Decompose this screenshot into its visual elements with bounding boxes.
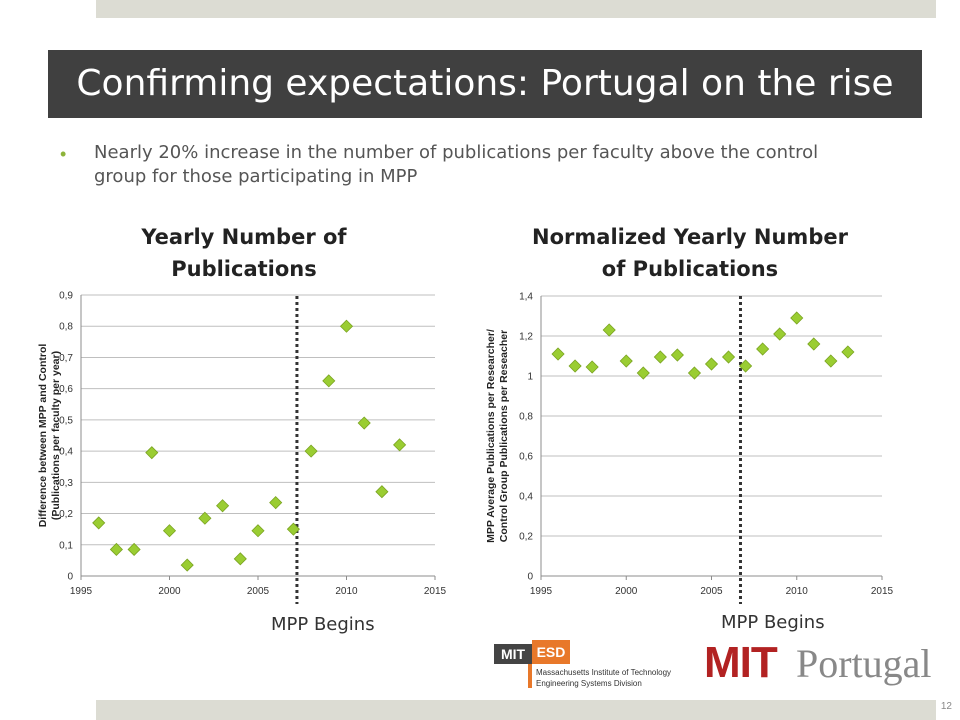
y-tick-label: 1 [527, 372, 533, 383]
y-tick-label: 0,8 [519, 412, 533, 423]
data-point [286, 522, 300, 536]
data-point [670, 348, 684, 362]
y-tick-label: 1,2 [519, 332, 533, 343]
data-point [233, 552, 247, 566]
data-point [704, 357, 719, 371]
x-tick-label: 2015 [871, 586, 894, 597]
y-tick-label: 0,4 [519, 492, 533, 503]
page-number: 12 [940, 701, 952, 712]
y-tick-label: 0 [527, 572, 533, 583]
x-tick-label: 1995 [530, 586, 553, 597]
data-point [739, 359, 753, 373]
data-point [585, 360, 599, 374]
y-tick-label: 0,1 [59, 540, 73, 551]
data-point [92, 516, 106, 530]
data-point [322, 374, 336, 388]
chart-2-mpp-begins-label: MPP Begins [721, 612, 825, 633]
title-band: Confirming expectations: Portugal on the… [48, 50, 922, 118]
data-point [636, 366, 650, 380]
data-point [807, 337, 821, 351]
data-point [269, 496, 283, 510]
y-tick-label: 0,5 [59, 415, 73, 426]
y-tick-label: 0,3 [59, 478, 73, 489]
data-point [198, 511, 212, 525]
y-tick-label: 1,4 [519, 292, 533, 303]
data-point [216, 499, 230, 513]
y-axis-label: MPP Average Publications per Researcher/ [485, 329, 497, 543]
data-point [304, 444, 318, 458]
y-tick-label: 0,9 [59, 291, 73, 302]
esd-badge-stem [528, 664, 532, 688]
bottom-decor-bar [96, 700, 936, 720]
y-tick-label: 0,8 [59, 322, 73, 333]
y-tick-label: 0,4 [59, 447, 73, 458]
y-axis-label: Control Group Publications per Reseacher [498, 330, 510, 542]
data-point [721, 350, 736, 364]
mit-esd-logo: MIT ESD Massachusetts Institute of Techn… [494, 640, 694, 690]
data-point [162, 524, 177, 538]
x-tick-label: 2010 [335, 586, 358, 597]
y-tick-label: 0,6 [519, 452, 533, 463]
slide-title: Confirming expectations: Portugal on the… [76, 63, 894, 104]
chart-yearly-publications: 0 0,1 0,2 0,3 0,4 0,5 0,6 0,7 0,8 0,9 1995 2000 2005… [37, 291, 447, 604]
mit-portugal-logo: MIT Portugal [700, 638, 940, 688]
data-point [109, 542, 123, 557]
y-tick-label: 0,7 [59, 353, 73, 364]
data-point [602, 323, 616, 337]
top-decor-bar [96, 0, 936, 18]
data-point [393, 438, 407, 452]
data-point [619, 354, 633, 368]
x-tick-label: 2015 [424, 586, 447, 597]
y-axis-label: (Publications per faculty per year) [50, 351, 62, 520]
data-point [375, 485, 389, 499]
esd-line1: Massachusetts Institute of Technology [536, 668, 672, 677]
x-tick-label: 1995 [70, 586, 93, 597]
mit-portugal-mit: MIT [704, 638, 778, 687]
esd-badge-right: ESD [532, 640, 570, 664]
data-point [653, 350, 667, 364]
x-tick-label: 2000 [615, 586, 638, 597]
chart-2-title: Normalized Yearly Number of Publications [532, 225, 848, 281]
bullet-text: Nearly 20% increase in the number of pub… [94, 142, 819, 187]
data-point [180, 558, 194, 572]
data-point [568, 359, 582, 373]
y-tick-label: 0 [67, 572, 73, 583]
esd-line2: Engineering Systems Division [536, 679, 642, 688]
esd-badge-left: MIT [494, 644, 532, 664]
y-tick-label: 0,6 [59, 384, 73, 395]
x-tick-label: 2010 [786, 586, 809, 597]
data-point [357, 416, 371, 430]
data-point [145, 446, 159, 460]
data-point [756, 342, 770, 356]
data-point [127, 542, 141, 557]
bullet-icon: • [60, 144, 67, 164]
data-point [251, 524, 265, 538]
data-point [790, 311, 804, 325]
x-tick-label: 2005 [247, 586, 270, 597]
data-point [841, 345, 855, 359]
data-point [773, 327, 787, 341]
x-tick-label: 2005 [700, 586, 723, 597]
mit-portugal-word: Portugal [796, 641, 932, 686]
data-point [687, 366, 702, 380]
chart-1-mpp-begins-label: MPP Begins [271, 614, 375, 635]
data-point [824, 354, 838, 368]
data-point [339, 319, 354, 333]
y-tick-label: 0,2 [519, 532, 533, 543]
y-tick-label: 0,2 [59, 509, 73, 520]
y-axis-label: Difference between MPP and Control [37, 344, 49, 528]
data-point [551, 347, 565, 361]
chart-1-title: Yearly Number of Publications [141, 225, 347, 281]
x-tick-label: 2000 [158, 586, 181, 597]
chart-normalized-publications: 0 0,2 0,4 0,6 0,8 1 1,2 1,4 1995 2000 2005 2010 2015… [485, 292, 894, 604]
